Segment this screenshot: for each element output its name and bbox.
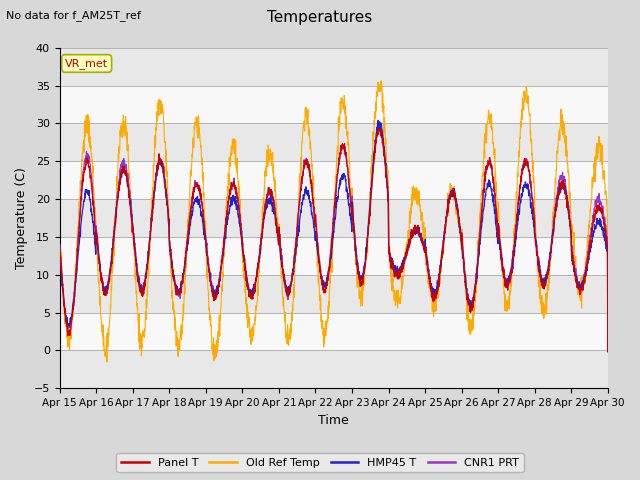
X-axis label: Time: Time <box>318 414 349 427</box>
Bar <box>60 123 608 161</box>
Y-axis label: Temperature (C): Temperature (C) <box>15 167 28 269</box>
Bar <box>60 48 608 85</box>
Bar <box>60 199 608 237</box>
Bar <box>60 350 608 388</box>
Bar <box>60 161 608 199</box>
Legend: Panel T, Old Ref Temp, HMP45 T, CNR1 PRT: Panel T, Old Ref Temp, HMP45 T, CNR1 PRT <box>116 453 524 472</box>
Text: No data for f_AM25T_ref: No data for f_AM25T_ref <box>6 10 141 21</box>
Bar <box>60 85 608 123</box>
Bar <box>60 312 608 350</box>
Bar <box>60 237 608 275</box>
Text: Temperatures: Temperatures <box>268 10 372 24</box>
Text: VR_met: VR_met <box>65 58 108 69</box>
Bar <box>60 275 608 312</box>
